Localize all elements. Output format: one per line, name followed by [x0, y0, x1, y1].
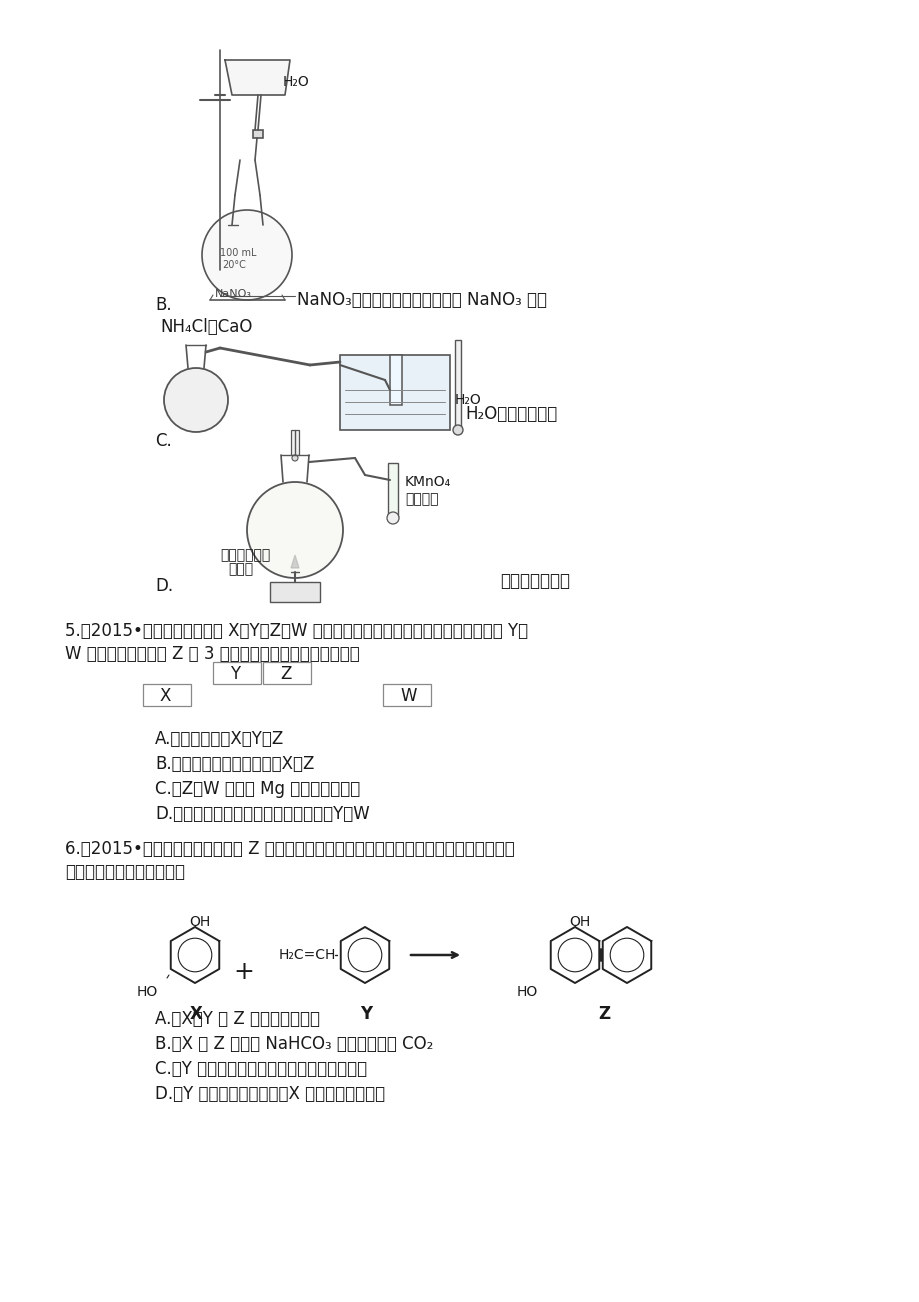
Text: NaNO₃配制一定物质的量浓度的 NaNO₃ 溶液: NaNO₃配制一定物质的量浓度的 NaNO₃ 溶液 — [297, 292, 547, 309]
Bar — [213, 661, 261, 684]
Text: 混合液: 混合液 — [228, 562, 253, 575]
Text: OH: OH — [188, 915, 210, 930]
Bar — [455, 340, 460, 430]
Text: 验证乙烯的生成: 验证乙烯的生成 — [499, 572, 570, 590]
Text: 下列叙述错误的是（　　）: 下列叙述错误的是（ ） — [65, 863, 185, 881]
Text: 5.（2015•山东）短周期元素 X、Y、Z、W 在元素周期表中的相对位置如图所示。已知 Y、: 5.（2015•山东）短周期元素 X、Y、Z、W 在元素周期表中的相对位置如图所… — [65, 622, 528, 641]
Bar — [269, 582, 320, 602]
Bar — [388, 464, 398, 518]
Text: 100 mL: 100 mL — [220, 247, 256, 258]
Text: C.　Z、W 均可与 Mg 形成离子化合物: C. Z、W 均可与 Mg 形成离子化合物 — [154, 780, 360, 798]
Text: H₂C=CH: H₂C=CH — [278, 948, 336, 962]
Text: X: X — [190, 1005, 203, 1023]
Text: 酸性溶液: 酸性溶液 — [404, 492, 438, 506]
Bar — [340, 355, 449, 430]
Circle shape — [164, 368, 228, 432]
Polygon shape — [191, 405, 200, 424]
Text: Y: Y — [230, 665, 240, 684]
Text: B.　气态氢化物的稳定性：X＞Z: B. 气态氢化物的稳定性：X＞Z — [154, 755, 314, 773]
Text: +: + — [233, 960, 254, 984]
Text: Z: Z — [597, 1005, 609, 1023]
Text: X: X — [160, 687, 171, 704]
Text: 乙醇和浓硫酸: 乙醇和浓硫酸 — [220, 548, 270, 562]
Bar — [390, 355, 402, 405]
Text: HO: HO — [137, 986, 158, 999]
Text: HO: HO — [516, 986, 538, 999]
Text: D.: D. — [154, 577, 173, 595]
Text: B.: B. — [154, 296, 172, 314]
Text: W 的原子序数之和是 Z 的 3 倍，下列说法正确的是（　　）: W 的原子序数之和是 Z 的 3 倍，下列说法正确的是（ ） — [65, 644, 359, 663]
Text: NH₄Cl和CaO: NH₄Cl和CaO — [160, 318, 252, 336]
Text: Y: Y — [359, 1005, 371, 1023]
Polygon shape — [290, 555, 299, 568]
Text: NaNO₃: NaNO₃ — [215, 289, 252, 299]
Bar — [253, 130, 263, 138]
Text: A.　原子半径：X＜Y＜Z: A. 原子半径：X＜Y＜Z — [154, 730, 284, 749]
Text: OH: OH — [568, 915, 590, 930]
Polygon shape — [181, 405, 191, 424]
Text: D.　Y 可作加聚反应单体，X 可作缩聚反应单体: D. Y 可作加聚反应单体，X 可作缩聚反应单体 — [154, 1085, 385, 1103]
Circle shape — [387, 512, 399, 523]
Bar — [382, 684, 430, 706]
Text: W: W — [400, 687, 416, 704]
Circle shape — [291, 454, 298, 461]
Text: H₂O: H₂O — [455, 393, 482, 408]
Polygon shape — [200, 405, 210, 424]
Text: H₂O实验室制取氨: H₂O实验室制取氨 — [464, 405, 557, 423]
Text: H₂O: H₂O — [283, 76, 310, 89]
Text: C.　Y 既能发生取代反应，也能发生加成反应: C. Y 既能发生取代反应，也能发生加成反应 — [154, 1060, 367, 1078]
Circle shape — [452, 424, 462, 435]
Bar — [290, 430, 299, 454]
Text: 20°C: 20°C — [221, 260, 245, 270]
Text: 6.（2015•重庆）某化妆品的组分 Z 具有美白功效，原从杨树中提取，现可用如图反应制备，: 6.（2015•重庆）某化妆品的组分 Z 具有美白功效，原从杨树中提取，现可用如… — [65, 840, 515, 858]
Bar — [142, 684, 191, 706]
Text: Z: Z — [279, 665, 291, 684]
Bar — [263, 661, 311, 684]
Text: B.　X 和 Z 均能与 NaHCO₃ 溶液反应放出 CO₂: B. X 和 Z 均能与 NaHCO₃ 溶液反应放出 CO₂ — [154, 1035, 433, 1053]
Circle shape — [202, 210, 291, 299]
Text: D.　最高价氧化物对应水化物的酸性：Y＞W: D. 最高价氧化物对应水化物的酸性：Y＞W — [154, 805, 369, 823]
Polygon shape — [225, 60, 289, 95]
Text: A.　X、Y 和 Z 均能使渴水袒色: A. X、Y 和 Z 均能使渴水袒色 — [154, 1010, 320, 1029]
Text: C.: C. — [154, 432, 172, 450]
Circle shape — [246, 482, 343, 578]
Text: KMnO₄: KMnO₄ — [404, 475, 450, 490]
